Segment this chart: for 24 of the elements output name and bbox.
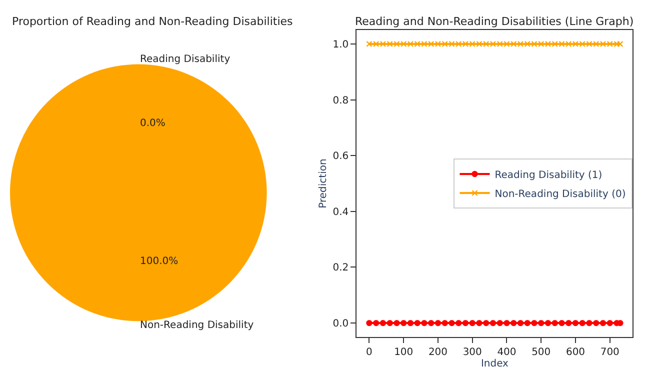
- chart-title: Proportion of Reading and Non-Reading Disabilities: [12, 15, 294, 28]
- x-tick-label: 0: [366, 347, 372, 358]
- y-axis-title: Prediction: [318, 158, 329, 208]
- data-label: 100.0%: [140, 256, 178, 267]
- x-tick-label: 100: [394, 347, 414, 358]
- x-tick-label: 700: [600, 347, 620, 358]
- x-tick-label: 200: [428, 347, 448, 358]
- legend-label: Non-Reading Disability (0): [494, 188, 626, 200]
- y-tick-label: 1.0: [332, 39, 349, 50]
- category-label: Reading Disability: [140, 54, 230, 65]
- y-tick-label: 0.6: [332, 151, 349, 162]
- x-tick-label: 500: [532, 347, 551, 358]
- legend-label: Reading Disability (1): [494, 170, 602, 181]
- y-tick-label: 0.8: [332, 95, 349, 106]
- x-tick-label: 300: [462, 347, 482, 358]
- x-tick-label: 400: [497, 347, 516, 358]
- chart-title: Reading and Non-Reading Disabilities (Line Graph): [355, 15, 634, 28]
- y-tick-label: 0.2: [332, 262, 349, 274]
- slice-label: Non-Reading Disability: [140, 320, 254, 331]
- y-tick-label: 0.0: [332, 318, 349, 330]
- text: 0.0%: [140, 118, 166, 129]
- y-tick-label: 0.4: [332, 206, 349, 218]
- x-tick-label: 600: [566, 347, 586, 358]
- x-axis-title: Index: [480, 358, 509, 370]
